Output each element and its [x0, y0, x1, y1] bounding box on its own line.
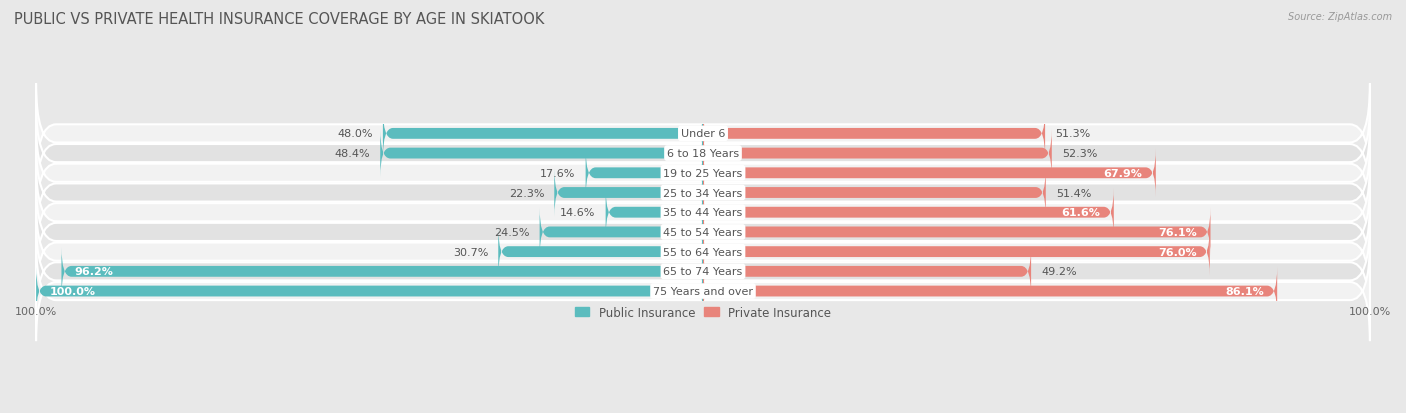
Text: 45 to 54 Years: 45 to 54 Years [664, 228, 742, 237]
FancyBboxPatch shape [380, 130, 703, 178]
Text: 55 to 64 Years: 55 to 64 Years [664, 247, 742, 257]
Text: Source: ZipAtlas.com: Source: ZipAtlas.com [1288, 12, 1392, 22]
FancyBboxPatch shape [540, 208, 703, 256]
Text: 51.4%: 51.4% [1056, 188, 1091, 198]
Text: Under 6: Under 6 [681, 129, 725, 139]
FancyBboxPatch shape [37, 242, 1369, 341]
FancyBboxPatch shape [37, 84, 1369, 184]
Text: 75 Years and over: 75 Years and over [652, 286, 754, 297]
FancyBboxPatch shape [703, 149, 1156, 197]
Text: 49.2%: 49.2% [1040, 267, 1077, 277]
Text: 30.7%: 30.7% [453, 247, 488, 257]
FancyBboxPatch shape [586, 149, 703, 197]
Text: 22.3%: 22.3% [509, 188, 544, 198]
Text: PUBLIC VS PRIVATE HEALTH INSURANCE COVERAGE BY AGE IN SKIATOOK: PUBLIC VS PRIVATE HEALTH INSURANCE COVER… [14, 12, 544, 27]
Text: 51.3%: 51.3% [1054, 129, 1091, 139]
FancyBboxPatch shape [703, 248, 1031, 296]
Text: 67.9%: 67.9% [1104, 169, 1143, 178]
Text: 19 to 25 Years: 19 to 25 Years [664, 169, 742, 178]
FancyBboxPatch shape [703, 267, 1277, 316]
FancyBboxPatch shape [37, 222, 1369, 322]
FancyBboxPatch shape [498, 228, 703, 276]
Text: 76.0%: 76.0% [1159, 247, 1197, 257]
FancyBboxPatch shape [382, 110, 703, 158]
Text: 14.6%: 14.6% [560, 208, 596, 218]
FancyBboxPatch shape [554, 169, 703, 217]
Text: 52.3%: 52.3% [1062, 149, 1097, 159]
Text: 76.1%: 76.1% [1159, 228, 1197, 237]
FancyBboxPatch shape [703, 169, 1046, 217]
Text: 65 to 74 Years: 65 to 74 Years [664, 267, 742, 277]
FancyBboxPatch shape [37, 183, 1369, 282]
Text: 61.6%: 61.6% [1062, 208, 1101, 218]
FancyBboxPatch shape [37, 163, 1369, 263]
Text: 6 to 18 Years: 6 to 18 Years [666, 149, 740, 159]
Text: 96.2%: 96.2% [75, 267, 114, 277]
FancyBboxPatch shape [703, 130, 1052, 178]
Text: 86.1%: 86.1% [1225, 286, 1264, 297]
FancyBboxPatch shape [37, 123, 1369, 223]
FancyBboxPatch shape [703, 228, 1209, 276]
FancyBboxPatch shape [606, 189, 703, 237]
FancyBboxPatch shape [37, 267, 703, 316]
Legend: Public Insurance, Private Insurance: Public Insurance, Private Insurance [571, 301, 835, 324]
Text: 100.0%: 100.0% [49, 286, 96, 297]
FancyBboxPatch shape [37, 143, 1369, 243]
Text: 24.5%: 24.5% [494, 228, 530, 237]
FancyBboxPatch shape [703, 110, 1045, 158]
Text: 25 to 34 Years: 25 to 34 Years [664, 188, 742, 198]
Text: 48.4%: 48.4% [335, 149, 370, 159]
FancyBboxPatch shape [703, 208, 1211, 256]
Text: 17.6%: 17.6% [540, 169, 575, 178]
Text: 48.0%: 48.0% [337, 129, 373, 139]
FancyBboxPatch shape [703, 189, 1114, 237]
Text: 35 to 44 Years: 35 to 44 Years [664, 208, 742, 218]
FancyBboxPatch shape [37, 104, 1369, 204]
FancyBboxPatch shape [37, 202, 1369, 302]
FancyBboxPatch shape [62, 248, 703, 296]
